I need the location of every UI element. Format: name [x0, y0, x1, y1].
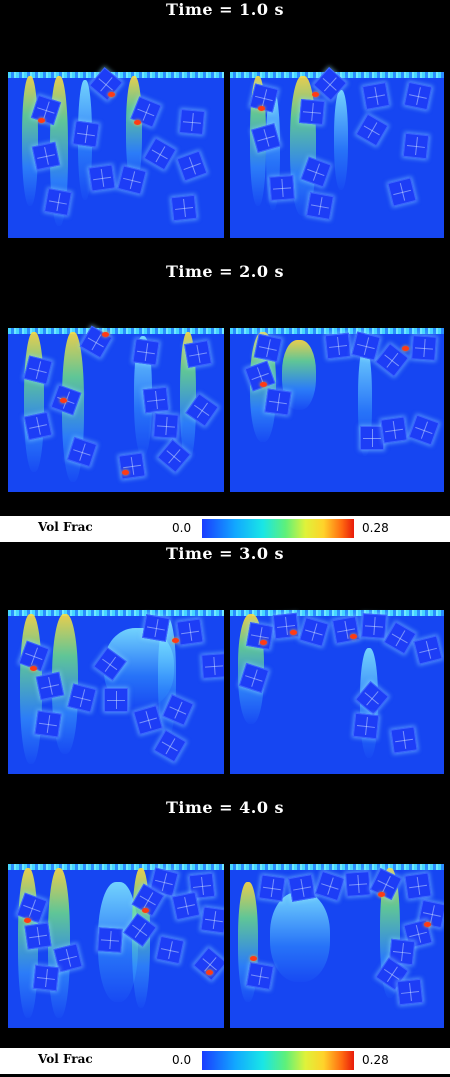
cube: [403, 81, 433, 111]
cube: [299, 617, 329, 647]
cube: [272, 612, 300, 640]
cube: [171, 891, 201, 921]
cube: [383, 621, 417, 655]
cube: [408, 414, 440, 446]
cube: [351, 331, 381, 361]
cube: [153, 413, 179, 439]
cube: [31, 141, 61, 171]
time-title-1: Time = 1.0 s: [165, 0, 285, 19]
cube: [402, 132, 430, 160]
cube: [288, 874, 316, 902]
legend-min: 0.0: [172, 1053, 192, 1067]
cube: [201, 653, 224, 679]
time-title-3: Time = 3.0 s: [165, 544, 285, 563]
cube: [314, 870, 346, 902]
cube: [153, 729, 187, 763]
cube: [361, 613, 387, 639]
cube: [253, 333, 283, 363]
cube: [390, 726, 418, 754]
cube: [193, 947, 224, 981]
frame-2-left-panel: [8, 286, 224, 492]
cube: [380, 416, 408, 444]
cube: [355, 113, 389, 147]
frame-1-right-panel: [230, 30, 444, 238]
cube: [132, 338, 160, 366]
frame-3-right-panel: [230, 568, 444, 774]
cube: [345, 871, 371, 897]
cube: [269, 175, 295, 201]
colorbar-legend-2: Vol Frac 0.0 0.28: [0, 1048, 450, 1074]
cube: [104, 688, 128, 712]
legend-label: Vol Frac: [38, 1052, 93, 1066]
cube: [413, 635, 443, 665]
cube: [258, 874, 286, 902]
cube: [352, 712, 380, 740]
frame-1-left-panel: [8, 30, 224, 238]
legend-max: 0.28: [362, 1053, 389, 1067]
cube: [387, 177, 417, 207]
cube: [360, 426, 384, 450]
cube: [142, 386, 170, 414]
legend-min: 0.0: [172, 521, 192, 535]
cube: [246, 962, 274, 990]
frame-3-left-panel: [8, 568, 224, 774]
cube: [170, 194, 198, 222]
cube: [264, 388, 292, 416]
cube: [142, 614, 170, 642]
frame-4-right-panel: [230, 822, 444, 1028]
frame-4-left-panel: [8, 822, 224, 1028]
cube: [246, 622, 274, 650]
cube: [178, 108, 206, 136]
cube: [362, 82, 390, 110]
cube: [176, 150, 208, 182]
cube: [200, 906, 224, 934]
legend-max: 0.28: [362, 521, 389, 535]
cube: [143, 137, 177, 171]
cube: [332, 616, 360, 644]
cube: [118, 452, 146, 480]
cube: [176, 618, 204, 646]
cube: [44, 188, 72, 216]
cube: [24, 922, 52, 950]
cube: [32, 964, 60, 992]
cube: [35, 671, 65, 701]
cube: [155, 935, 185, 965]
colorbar: [202, 519, 354, 538]
cube: [306, 192, 334, 220]
cube: [23, 411, 53, 441]
cube: [411, 335, 437, 361]
colorbar: [202, 1051, 354, 1070]
cube: [34, 710, 62, 738]
cube: [72, 120, 100, 148]
cube: [184, 340, 212, 368]
time-title-2: Time = 2.0 s: [165, 262, 285, 281]
cube: [324, 332, 352, 360]
colorbar-legend-1: Vol Frac 0.0 0.28: [0, 516, 450, 542]
time-title-4: Time = 4.0 s: [165, 798, 285, 817]
frame-2-right-panel: [230, 286, 444, 492]
cube: [298, 98, 326, 126]
cube: [117, 165, 147, 195]
cube: [88, 164, 116, 192]
cube: [396, 978, 424, 1006]
cube: [97, 927, 123, 953]
cube: [404, 872, 432, 900]
legend-label: Vol Frac: [38, 520, 93, 534]
